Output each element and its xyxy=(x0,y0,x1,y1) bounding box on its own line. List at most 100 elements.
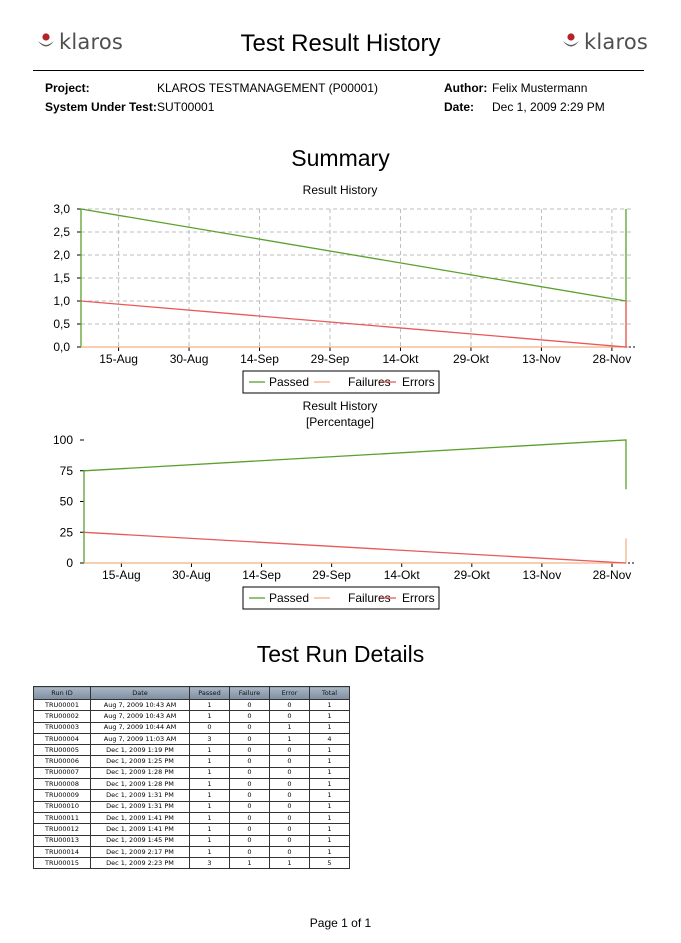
test-run-details-title: Test Run Details xyxy=(256,641,425,667)
table-cell: TRU00014 xyxy=(33,845,91,859)
table-cell: 1 xyxy=(309,710,350,723)
table-cell: 1 xyxy=(189,778,230,791)
table-cell: Dec 1, 2009 1:19 PM xyxy=(90,744,190,757)
table-cell: 1 xyxy=(269,857,310,870)
table-cell: 1 xyxy=(229,857,270,870)
table-cell: 1 xyxy=(189,789,230,802)
table-row: TRU00015 Dec 1, 2009 2:23 PM 3 1 1 5 xyxy=(33,857,350,870)
y-tick-label: 75 xyxy=(60,464,74,478)
klaros-logo-icon xyxy=(563,33,579,47)
table-cell: 0 xyxy=(229,789,270,802)
y-tick-label: 50 xyxy=(60,495,74,509)
table-cell: Aug 7, 2009 10:43 AM xyxy=(90,710,190,723)
series-line-passed xyxy=(83,439,627,563)
table-cell: 0 xyxy=(229,744,270,757)
x-tick-label: 29-Okt xyxy=(453,352,490,366)
table-row: TRU00001 Aug 7, 2009 10:43 AM 1 0 0 1 xyxy=(33,698,350,712)
table-cell: 0 xyxy=(229,800,270,813)
project-value: KLAROS TESTMANAGEMENT (P00001) xyxy=(157,81,378,95)
table-cell: TRU00015 xyxy=(33,857,91,870)
klaros-logo-left: klaros xyxy=(37,30,123,54)
series-line-errors xyxy=(83,531,627,564)
legend-label-failures: Failures xyxy=(348,591,391,605)
table-cell: Dec 1, 2009 1:41 PM xyxy=(90,811,190,825)
table-cell: TRU00008 xyxy=(33,778,91,791)
table-cell: 0 xyxy=(269,766,310,780)
y-tick-label: 1,5 xyxy=(53,271,70,285)
logo-text: klaros xyxy=(59,30,124,54)
table-cell: 0 xyxy=(229,778,270,791)
table-cell: 1 xyxy=(309,721,350,734)
date-label: Date: xyxy=(444,100,475,114)
x-tick-label: 30-Aug xyxy=(172,568,211,582)
x-tick-label: 15-Aug xyxy=(99,352,138,366)
x-tick-label: 14-Okt xyxy=(382,352,419,366)
table-cell: 0 xyxy=(229,710,270,723)
table-cell: 1 xyxy=(309,755,350,768)
table-header-cell: Date xyxy=(90,686,190,700)
logo-text: klaros xyxy=(584,30,649,54)
table-cell: Aug 7, 2009 10:44 AM xyxy=(90,721,190,734)
table-cell: 0 xyxy=(229,766,270,780)
document-title: Test Result History xyxy=(240,30,441,57)
result-history-percentage-chart: Result History [Percentage] 0 25 50 75 100 15-A… xyxy=(53,399,636,610)
table-cell: 0 xyxy=(229,823,270,836)
x-tick-label: 29-Okt xyxy=(454,568,491,582)
table-cell: 0 xyxy=(229,834,270,847)
table-cell: 0 xyxy=(269,698,310,712)
x-tick-label: 28-Nov xyxy=(593,352,632,366)
table-cell: Aug 7, 2009 11:03 AM xyxy=(90,732,190,746)
table-cell: 3 xyxy=(189,732,230,746)
table-cell: Dec 1, 2009 2:23 PM xyxy=(90,857,190,870)
sut-label: System Under Test: xyxy=(45,100,157,114)
table-cell: 0 xyxy=(269,755,310,768)
table-cell: Dec 1, 2009 1:45 PM xyxy=(90,834,190,847)
table-cell: TRU00009 xyxy=(33,789,91,802)
table-cell: 1 xyxy=(189,710,230,723)
table-cell: 0 xyxy=(269,823,310,836)
table-cell: Dec 1, 2009 1:28 PM xyxy=(90,778,190,791)
table-cell: 1 xyxy=(269,721,310,734)
table-cell: 0 xyxy=(269,789,310,802)
table-cell: 1 xyxy=(269,732,310,746)
x-tick-label: 30-Aug xyxy=(170,352,209,366)
table-cell: 1 xyxy=(309,778,350,791)
table-header-cell: Passed xyxy=(189,686,230,700)
page-number: Page 1 of 1 xyxy=(309,916,372,930)
x-tick-label: 14-Sep xyxy=(240,352,279,366)
table-cell: 0 xyxy=(269,744,310,757)
table-row: TRU00011 Dec 1, 2009 1:41 PM 1 0 0 1 xyxy=(33,811,350,825)
legend-label-failures: Failures xyxy=(348,375,391,389)
table-cell: 1 xyxy=(309,845,350,859)
table-cell: Aug 7, 2009 10:43 AM xyxy=(90,698,190,712)
table-cell: Dec 1, 2009 1:31 PM xyxy=(90,800,190,813)
table-cell: TRU00011 xyxy=(33,811,91,825)
table-row: TRU00002 Aug 7, 2009 10:43 AM 1 0 0 1 xyxy=(33,710,350,723)
table-cell: TRU00002 xyxy=(33,710,91,723)
legend-label-errors: Errors xyxy=(402,375,435,389)
table-cell: 0 xyxy=(269,834,310,847)
x-tick-label: 15-Aug xyxy=(102,568,141,582)
y-tick-label: 0,0 xyxy=(53,340,70,354)
table-cell: 0 xyxy=(269,710,310,723)
table-cell: Dec 1, 2009 1:25 PM xyxy=(90,755,190,768)
test-run-table: Run ID Date Passed Failure Error Total TRU000… xyxy=(33,686,350,870)
x-tick-label: 28-Nov xyxy=(593,568,632,582)
chart-legend: Passed Failures Errors xyxy=(242,586,440,610)
table-cell: TRU00001 xyxy=(33,698,91,712)
date-value: Dec 1, 2009 2:29 PM xyxy=(492,100,605,114)
author-label: Author: xyxy=(444,81,488,95)
table-cell: Dec 1, 2009 1:41 PM xyxy=(90,823,190,836)
y-tick-label: 1,0 xyxy=(53,294,70,308)
table-cell: 0 xyxy=(269,778,310,791)
legend-box xyxy=(242,586,440,610)
table-header-cell: Run ID xyxy=(33,686,91,700)
table-cell: TRU00005 xyxy=(33,744,91,757)
table-row: TRU00003 Aug 7, 2009 10:44 AM 0 0 1 1 xyxy=(33,721,350,734)
klaros-logo-right: klaros xyxy=(562,30,648,54)
table-cell: 1 xyxy=(309,789,350,802)
author-value: Felix Mustermann xyxy=(492,81,588,95)
table-cell: 1 xyxy=(189,755,230,768)
table-cell: 1 xyxy=(189,744,230,757)
legend-label-passed: Passed xyxy=(269,375,309,389)
